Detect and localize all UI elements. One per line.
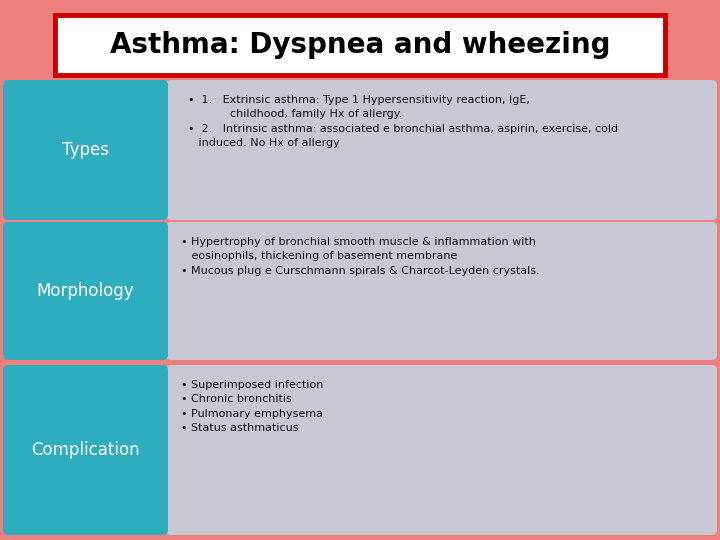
FancyBboxPatch shape xyxy=(166,365,717,535)
FancyBboxPatch shape xyxy=(166,222,717,360)
Text: • Hypertrophy of bronchial smooth muscle & inflammation with
   eosinophils, thi: • Hypertrophy of bronchial smooth muscle… xyxy=(181,237,539,276)
FancyBboxPatch shape xyxy=(3,365,168,535)
FancyBboxPatch shape xyxy=(55,15,665,75)
FancyBboxPatch shape xyxy=(3,222,168,360)
Text: Morphology: Morphology xyxy=(37,282,135,300)
FancyBboxPatch shape xyxy=(3,80,168,220)
Text: Asthma: Dyspnea and wheezing: Asthma: Dyspnea and wheezing xyxy=(109,31,611,59)
Text: Complication: Complication xyxy=(31,441,140,459)
Text: •  1.   Extrinsic asthma: Type 1 Hypersensitivity reaction, IgE,
              c: • 1. Extrinsic asthma: Type 1 Hypersensi… xyxy=(181,95,618,148)
Text: Types: Types xyxy=(62,141,109,159)
FancyBboxPatch shape xyxy=(166,80,717,220)
Text: • Superimposed infection
• Chronic bronchitis
• Pulmonary emphysema
• Status ast: • Superimposed infection • Chronic bronc… xyxy=(181,380,323,433)
